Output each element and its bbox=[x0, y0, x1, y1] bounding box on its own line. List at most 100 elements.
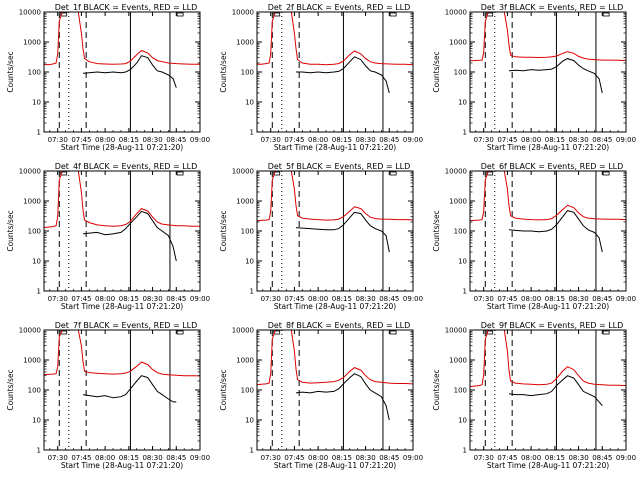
chart-title: Det_5f BLACK = Events, RED = LLD bbox=[268, 162, 411, 171]
x-tick-label: 07:45 bbox=[71, 136, 91, 144]
x-tick-label: 07:30 bbox=[48, 454, 68, 462]
flag-box bbox=[176, 171, 184, 176]
chart-panel-8: Det_8f BLACK = Events, RED = LLD 1 10 100 10… bbox=[219, 321, 423, 470]
chart-panel-2: Det_2f BLACK = Events, RED = LLD 1 10 100 10… bbox=[219, 3, 423, 152]
y-tick-label: 1 bbox=[37, 288, 41, 296]
x-tick-label: 09:00 bbox=[403, 136, 423, 144]
x-tick-label: 08:15 bbox=[332, 136, 352, 144]
x-tick-label: 07:30 bbox=[261, 454, 281, 462]
x-tick-label: 08:45 bbox=[379, 136, 399, 144]
x-tick-label: 08:45 bbox=[166, 136, 186, 144]
y-tick-label: 1000 bbox=[449, 198, 467, 206]
x-tick-label: 09:00 bbox=[190, 454, 210, 462]
y-axis-label: Counts/sec bbox=[432, 369, 441, 410]
y-axis-label: Counts/sec bbox=[6, 369, 15, 410]
y-tick-label: 10 bbox=[32, 99, 41, 107]
series-events-line bbox=[82, 55, 177, 88]
x-tick-label: 08:45 bbox=[592, 454, 612, 462]
flag-box bbox=[389, 330, 397, 335]
flag-box bbox=[273, 330, 281, 335]
flag-box bbox=[176, 12, 184, 17]
marker-lines bbox=[58, 12, 171, 132]
x-tick-label: 08:45 bbox=[379, 454, 399, 462]
y-tick-label: 100 bbox=[241, 387, 254, 395]
series-events-line bbox=[82, 210, 177, 262]
x-tick-label: 08:00 bbox=[95, 295, 115, 303]
x-tick-label: 08:15 bbox=[545, 454, 565, 462]
y-tick-label: 10 bbox=[245, 417, 254, 425]
y-tick-label: 10 bbox=[245, 258, 254, 266]
series-lld-line bbox=[469, 329, 627, 388]
x-tick-label: 08:30 bbox=[568, 136, 588, 144]
y-tick-label: 10000 bbox=[19, 327, 41, 335]
x-tick-label: 08:30 bbox=[568, 454, 588, 462]
x-tick-label: 09:00 bbox=[403, 454, 423, 462]
marker-lines bbox=[484, 12, 597, 132]
chart-panel-5: Det_5f BLACK = Events, RED = LLD 1 10 100 10… bbox=[219, 162, 423, 311]
x-tick-label: 09:00 bbox=[616, 136, 636, 144]
x-tick-label: 07:30 bbox=[261, 136, 281, 144]
x-tick-label: 08:30 bbox=[355, 454, 375, 462]
series-lld-line bbox=[256, 329, 414, 386]
x-tick-label: 08:15 bbox=[119, 295, 139, 303]
x-tick-label: 08:15 bbox=[119, 136, 139, 144]
y-tick-label: 10000 bbox=[232, 168, 254, 176]
x-tick-label: 07:30 bbox=[261, 295, 281, 303]
chart-panel-7: Det_7f BLACK = Events, RED = LLD 1 10 100 10… bbox=[6, 321, 210, 470]
y-tick-label: 10000 bbox=[445, 168, 467, 176]
x-tick-label: 08:15 bbox=[545, 295, 565, 303]
y-axis-label: Counts/sec bbox=[219, 51, 228, 92]
y-tick-label: 1000 bbox=[236, 198, 254, 206]
x-tick-label: 07:45 bbox=[497, 136, 517, 144]
chart-panel-9: Det_9f BLACK = Events, RED = LLD 1 10 100 10… bbox=[432, 321, 636, 470]
y-tick-label: 10000 bbox=[232, 9, 254, 17]
y-tick-label: 1000 bbox=[449, 357, 467, 365]
y-tick-label: 1 bbox=[463, 447, 467, 455]
chart-title: Det_2f BLACK = Events, RED = LLD bbox=[268, 3, 411, 12]
y-tick-label: 1000 bbox=[23, 357, 41, 365]
y-tick-label: 100 bbox=[241, 69, 254, 77]
y-tick-label: 10000 bbox=[445, 327, 467, 335]
x-tick-label: 09:00 bbox=[616, 454, 636, 462]
y-tick-label: 100 bbox=[28, 228, 41, 236]
y-tick-label: 1 bbox=[463, 129, 467, 137]
y-tick-label: 100 bbox=[454, 387, 467, 395]
y-tick-label: 10000 bbox=[445, 9, 467, 17]
flag-box bbox=[389, 171, 397, 176]
y-tick-label: 1 bbox=[250, 447, 254, 455]
flag-box bbox=[486, 171, 494, 176]
x-tick-label: 08:45 bbox=[166, 454, 186, 462]
chart-title: Det_7f BLACK = Events, RED = LLD bbox=[55, 321, 198, 330]
chart-title: Det_3f BLACK = Events, RED = LLD bbox=[481, 3, 624, 12]
y-tick-label: 1 bbox=[250, 129, 254, 137]
flag-box bbox=[486, 330, 494, 335]
x-tick-label: 08:00 bbox=[95, 454, 115, 462]
flag-box bbox=[176, 330, 184, 335]
series-events-line bbox=[508, 58, 603, 94]
x-tick-label: 08:00 bbox=[308, 136, 328, 144]
y-tick-label: 100 bbox=[454, 228, 467, 236]
x-tick-label: 08:00 bbox=[95, 136, 115, 144]
x-tick-label: 07:30 bbox=[48, 136, 68, 144]
x-tick-label: 07:45 bbox=[284, 454, 304, 462]
y-axis-label: Counts/sec bbox=[6, 210, 15, 251]
series-lld-line bbox=[43, 170, 200, 229]
x-tick-label: 07:45 bbox=[71, 295, 91, 303]
x-tick-label: 08:00 bbox=[521, 295, 541, 303]
y-axis-label: Counts/sec bbox=[432, 210, 441, 251]
y-tick-label: 10000 bbox=[232, 327, 254, 335]
series-lld-line bbox=[43, 11, 200, 66]
x-tick-label: 08:00 bbox=[308, 295, 328, 303]
flag-box bbox=[389, 12, 397, 17]
x-axis-label: Start Time (28-Aug-11 07:21:20) bbox=[61, 461, 183, 470]
y-tick-label: 1000 bbox=[236, 357, 254, 365]
y-axis-label: Counts/sec bbox=[219, 210, 228, 251]
x-tick-label: 08:15 bbox=[545, 136, 565, 144]
series-events-line bbox=[296, 56, 390, 94]
series-lld-line bbox=[469, 170, 627, 222]
y-tick-label: 10 bbox=[458, 258, 467, 266]
x-tick-label: 07:30 bbox=[474, 136, 494, 144]
x-axis-label: Start Time (28-Aug-11 07:21:20) bbox=[487, 302, 609, 311]
series-events-line bbox=[295, 373, 390, 421]
x-tick-label: 08:15 bbox=[332, 295, 352, 303]
